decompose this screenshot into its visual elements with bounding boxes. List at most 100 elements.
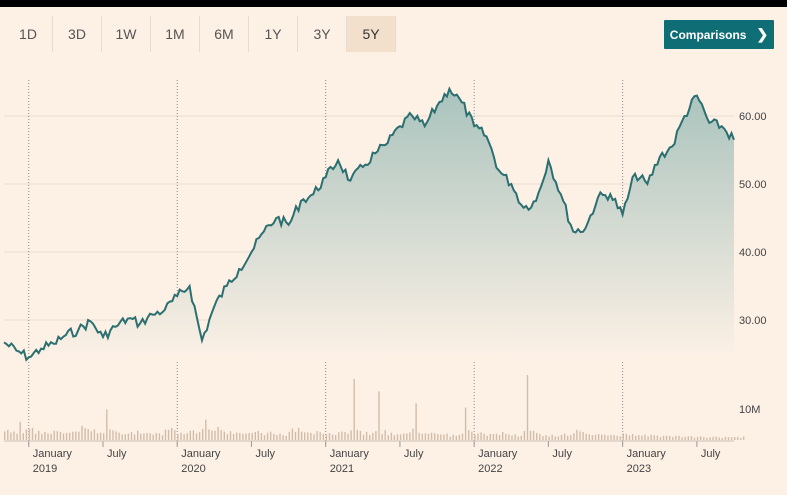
volume-bar bbox=[53, 430, 55, 440]
volume-bar bbox=[81, 425, 83, 440]
volume-bar bbox=[665, 435, 668, 440]
volume-bar bbox=[350, 430, 352, 440]
volume-bar bbox=[239, 433, 241, 440]
volume-bar bbox=[424, 433, 427, 440]
volume-bar bbox=[693, 437, 696, 440]
volume-bar bbox=[508, 434, 510, 440]
volume-bar bbox=[536, 432, 538, 440]
volume-bar bbox=[715, 436, 717, 440]
tab-1m[interactable]: 1M bbox=[151, 16, 200, 52]
tab-1y[interactable]: 1Y bbox=[249, 16, 298, 52]
volume-bar bbox=[174, 430, 176, 440]
volume-bar bbox=[300, 431, 303, 440]
volume-bar bbox=[582, 432, 584, 440]
volume-bar bbox=[220, 430, 222, 440]
volume-bar bbox=[232, 433, 235, 440]
volume-bar bbox=[613, 435, 615, 440]
volume-bar bbox=[214, 430, 216, 440]
volume-bar bbox=[594, 434, 597, 440]
volume-bar bbox=[684, 436, 686, 440]
volume-bar bbox=[638, 435, 640, 440]
volume-bar bbox=[319, 432, 321, 440]
volume-bar bbox=[539, 433, 541, 440]
volume-bar bbox=[273, 434, 275, 440]
volume-bar bbox=[356, 429, 358, 440]
volume-bar bbox=[93, 429, 96, 440]
volume-bar bbox=[164, 429, 167, 440]
volume-bar bbox=[415, 403, 417, 440]
volume-bar bbox=[557, 436, 560, 440]
price-line bbox=[3, 86, 735, 362]
volume-bar bbox=[304, 432, 306, 440]
volume-bar bbox=[307, 432, 309, 440]
y-axis: 60.00 50.00 40.00 30.00 10M bbox=[739, 111, 767, 416]
volume-bar bbox=[532, 430, 535, 440]
volume-bar bbox=[282, 435, 284, 440]
volume-bar bbox=[523, 430, 526, 440]
volume-bar bbox=[28, 428, 31, 440]
volume-bar bbox=[743, 436, 745, 440]
volume-bar bbox=[118, 432, 120, 440]
volume-bar bbox=[229, 431, 232, 440]
volume-bar bbox=[226, 434, 229, 440]
volume-bar bbox=[4, 431, 6, 440]
volume-bar bbox=[650, 434, 652, 440]
volume-bar bbox=[554, 436, 556, 440]
volume-bar bbox=[489, 433, 491, 440]
volume-bar bbox=[483, 433, 485, 440]
y-tick-label: 30.00 bbox=[739, 315, 767, 327]
volume-bar bbox=[257, 430, 259, 440]
volume-bar bbox=[514, 434, 516, 440]
volume-bar bbox=[585, 433, 587, 440]
volume-bar bbox=[195, 433, 198, 440]
volume-bar bbox=[288, 431, 290, 440]
volume-tick-label: 10M bbox=[739, 404, 760, 416]
volume-bar bbox=[412, 428, 414, 440]
volume-bar bbox=[155, 433, 157, 440]
volume-bar bbox=[161, 435, 164, 440]
range-tabs: 1D 3D 1W 1M 6M 1Y 3Y 5Y bbox=[4, 16, 396, 52]
volume-bar bbox=[437, 434, 439, 440]
volume-bar bbox=[399, 434, 402, 440]
volume-bar bbox=[511, 435, 513, 440]
volume-bar bbox=[236, 432, 238, 440]
volume-bar bbox=[146, 433, 148, 440]
volume-bar bbox=[65, 432, 68, 440]
volume-bar bbox=[347, 433, 349, 440]
volume-bar bbox=[653, 435, 655, 440]
volume-bar bbox=[31, 427, 34, 440]
volume-bar bbox=[393, 435, 396, 440]
volume-bar bbox=[369, 435, 371, 440]
x-tick-year: 2021 bbox=[330, 463, 354, 475]
volume-bar bbox=[171, 428, 173, 440]
volume-bar bbox=[455, 435, 457, 440]
tab-3y[interactable]: 3Y bbox=[298, 16, 347, 52]
volume-bar bbox=[560, 434, 563, 440]
volume-bar bbox=[38, 430, 40, 440]
volume-bar bbox=[285, 435, 287, 440]
volume-bar bbox=[495, 433, 498, 440]
volume-bar bbox=[313, 434, 315, 440]
volume-bar bbox=[260, 433, 263, 440]
volume-bar bbox=[248, 433, 250, 440]
volume-bar bbox=[529, 430, 532, 440]
tab-6m[interactable]: 6M bbox=[200, 16, 249, 52]
volume-bar bbox=[464, 407, 467, 440]
volume-bar bbox=[99, 432, 102, 440]
volume-bar bbox=[242, 433, 244, 440]
volume-bar bbox=[158, 433, 161, 440]
tab-5y[interactable]: 5Y bbox=[347, 16, 396, 52]
tab-1d[interactable]: 1D bbox=[4, 16, 53, 52]
volume-bar bbox=[56, 431, 58, 440]
comparisons-button[interactable]: Comparisons ❯ bbox=[664, 20, 774, 49]
tab-1w[interactable]: 1W bbox=[102, 16, 151, 52]
volume-bar bbox=[548, 436, 550, 440]
volume-bar bbox=[322, 433, 324, 440]
volume-bar bbox=[276, 435, 278, 440]
volume-bar bbox=[545, 435, 547, 440]
volume-bar bbox=[127, 433, 130, 440]
volume-bar bbox=[331, 434, 334, 440]
volume-bar bbox=[180, 432, 182, 440]
tab-3d[interactable]: 3D bbox=[53, 16, 102, 52]
volume-bar bbox=[87, 429, 89, 440]
